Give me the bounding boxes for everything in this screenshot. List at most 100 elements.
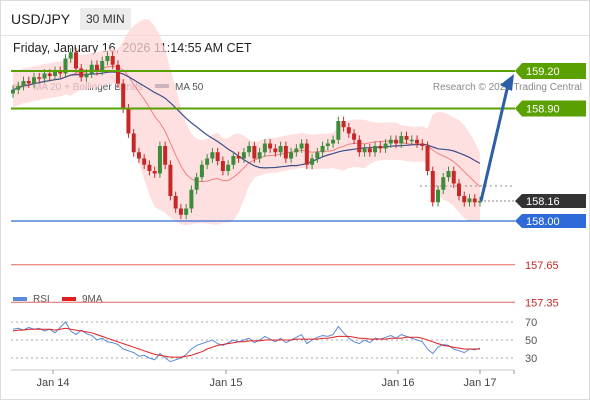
candle-body: [121, 83, 126, 109]
candle-body: [11, 89, 15, 94]
candle-body: [278, 146, 283, 153]
candle-body: [42, 73, 47, 79]
last-price-tag: [515, 194, 586, 208]
candle-body: [105, 56, 110, 61]
candle-body: [236, 156, 241, 159]
candle-body: [136, 152, 141, 159]
resistance-tag: [515, 100, 586, 117]
candle-body: [367, 148, 372, 153]
x-tick-label: Jan 15: [209, 377, 242, 389]
candle-body: [31, 77, 36, 84]
candle-body: [21, 81, 26, 86]
candle-body: [373, 146, 378, 153]
candle-body: [378, 146, 383, 149]
candle-body: [94, 64, 99, 71]
candle-body: [52, 71, 57, 76]
pivot-label: 158.00: [526, 216, 560, 228]
candle-body: [420, 143, 425, 146]
support-label: 157.65: [525, 260, 559, 272]
candle-body: [399, 136, 404, 144]
candle-body: [226, 164, 231, 171]
candle-body: [142, 158, 147, 165]
candle-body: [315, 152, 320, 159]
candle-body: [457, 183, 462, 196]
candle-body: [446, 171, 451, 178]
candle-body: [294, 148, 299, 153]
candle-body: [320, 146, 325, 153]
candle-body: [352, 133, 357, 140]
candle-body: [115, 64, 120, 84]
x-tick-label: Jan 17: [463, 377, 496, 389]
rsi-legend-swatch: [13, 297, 27, 301]
candle-body: [184, 208, 189, 215]
candle-body: [289, 152, 294, 159]
candle-body: [252, 146, 257, 159]
candle-body: [241, 152, 246, 159]
x-tick-label: Jan 14: [36, 377, 69, 389]
candle-body: [478, 201, 482, 203]
candle-body: [126, 108, 131, 134]
rsi-ma-legend-swatch: [62, 297, 76, 301]
candle-body: [110, 56, 115, 65]
candle-body: [388, 139, 393, 144]
resistance-tag: [515, 63, 586, 79]
candle-body: [84, 73, 89, 78]
timeframe-badge[interactable]: 30 MIN: [80, 8, 131, 30]
candle-body: [404, 136, 409, 140]
rsi-ma-line: [12, 327, 480, 358]
candle-body: [409, 139, 414, 142]
candle-body: [189, 189, 194, 209]
candle-body: [63, 58, 68, 74]
candle-body: [26, 81, 31, 84]
candle-body: [220, 161, 225, 171]
candle-body: [257, 152, 262, 159]
candle-body: [73, 52, 78, 69]
candle-body: [394, 139, 399, 144]
resistance-label: 158.90: [526, 104, 560, 116]
candle-body: [325, 143, 330, 146]
candle-body: [283, 146, 288, 159]
candle-body: [168, 164, 173, 196]
candle-body: [336, 121, 341, 140]
candle-body: [37, 77, 42, 79]
candle-body: [436, 189, 441, 203]
candle-body: [462, 196, 467, 203]
candle-body: [157, 146, 162, 174]
rsi-level-label: 30: [525, 353, 537, 365]
candle-body: [16, 86, 21, 90]
candle-body: [178, 208, 183, 215]
forecast-arrowhead: [500, 74, 514, 91]
candle-body: [430, 171, 435, 203]
ma50-legend-label: MA 50: [175, 82, 204, 93]
rsi-line: [12, 321, 481, 363]
ma50-line: [12, 71, 481, 169]
candle-body: [131, 133, 136, 153]
candle-body: [231, 156, 236, 165]
candle-body: [441, 177, 446, 190]
rsi-level-label: 50: [525, 335, 537, 347]
candle-body: [47, 73, 52, 76]
chart-header: USD/JPY 30 MIN: [1, 1, 589, 36]
candle-body: [173, 196, 178, 209]
pivot-tag: [515, 214, 586, 228]
candle-body: [472, 198, 477, 203]
candle-body: [215, 152, 220, 161]
support-label: 157.35: [525, 297, 559, 309]
candle-body: [383, 143, 388, 149]
candle-body: [425, 146, 430, 171]
candle-body: [68, 52, 73, 59]
candle-body: [199, 164, 204, 178]
forecast-arrow-shaft: [479, 84, 510, 202]
rsi-level-label: 70: [525, 317, 537, 329]
resistance-label: 159.20: [526, 66, 560, 78]
candle-body: [357, 139, 362, 153]
candle-body: [58, 71, 63, 74]
candle-body: [205, 158, 210, 165]
candle-body: [415, 139, 420, 144]
candle-body: [341, 121, 346, 128]
candle-body: [310, 158, 315, 165]
x-tick-label: Jan 16: [381, 377, 414, 389]
bollinger-band: [13, 19, 480, 226]
last-price-label: 158.16: [526, 196, 560, 208]
